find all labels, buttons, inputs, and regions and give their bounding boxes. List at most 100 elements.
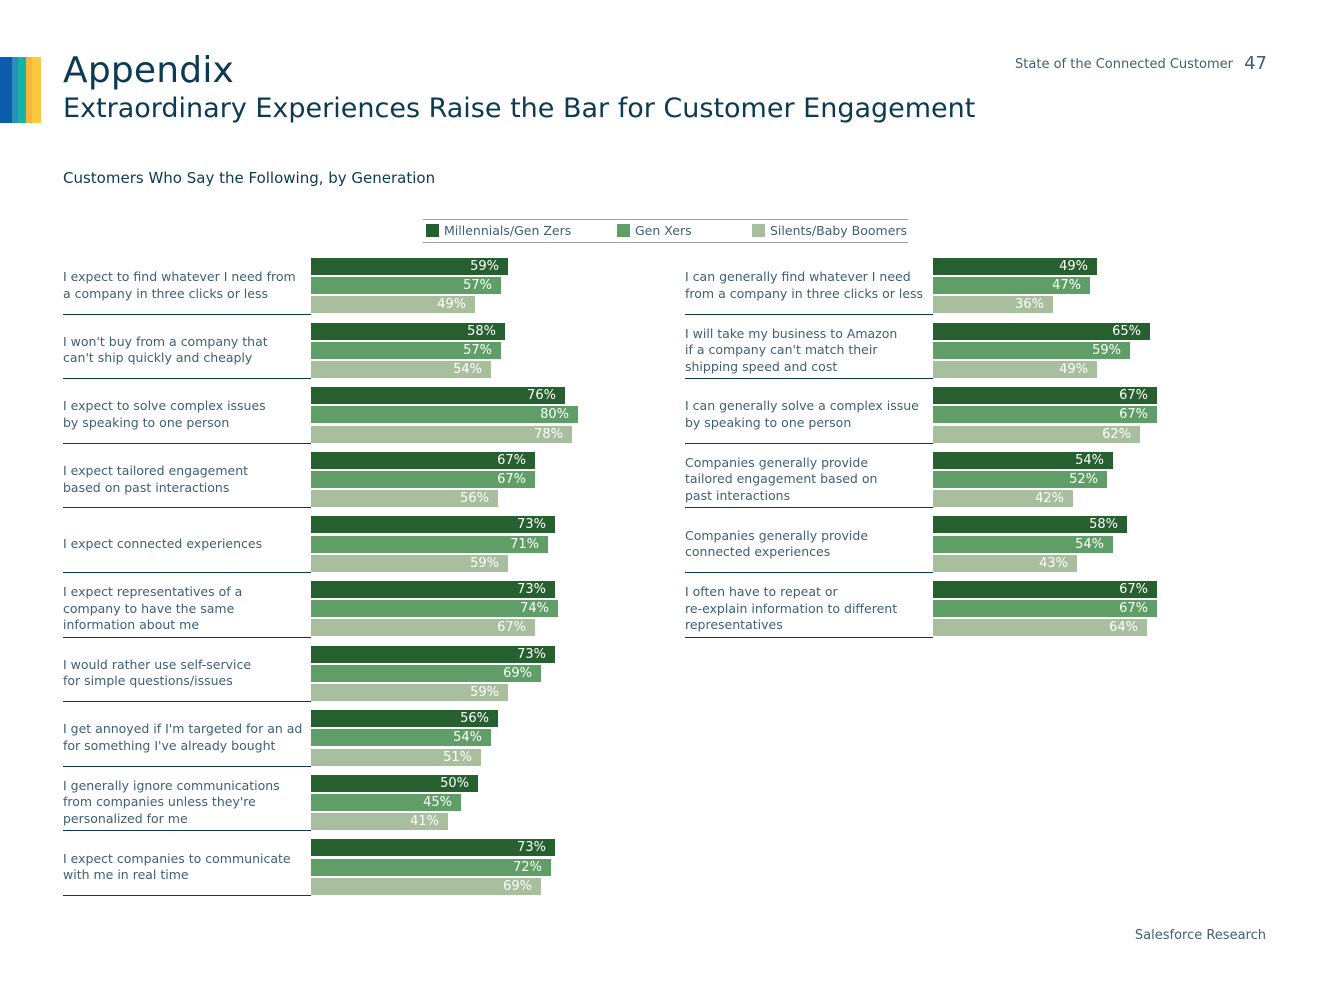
row-label-text: I will take my business to Amazon if a c… <box>685 325 898 374</box>
row-divider <box>685 442 933 444</box>
bar-millennials <box>311 323 505 340</box>
row-label-expectations-10: I expect companies to communicate with m… <box>63 839 305 895</box>
bar-millennials <box>311 516 555 533</box>
bar-silents <box>311 878 541 895</box>
row-label-text: Companies generally provide tailored eng… <box>685 454 878 503</box>
bar-value-label: 59% <box>470 556 499 571</box>
bar-millennials <box>311 452 535 469</box>
bar-value-label: 67% <box>1119 388 1148 403</box>
bar-silents <box>933 426 1140 443</box>
bar-value-label: 59% <box>470 685 499 700</box>
row-label-text: I can generally find whatever I need fro… <box>685 269 924 301</box>
bar-value-label: 73% <box>517 517 546 532</box>
bar-value-label: 71% <box>510 537 539 552</box>
row-divider <box>63 830 311 832</box>
row-label-expectations-4: I expect tailored engagement based on pa… <box>63 452 305 508</box>
bar-silents <box>311 749 481 766</box>
legend-label-genx: Gen Xers <box>635 223 692 238</box>
bar-value-label: 49% <box>1059 259 1088 274</box>
page-subtitle: Extraordinary Experiences Raise the Bar … <box>63 93 976 124</box>
legend-item-millennials: Millennials/Gen Zers <box>426 223 571 238</box>
bar-silents <box>311 296 475 313</box>
report-name: State of the Connected Customer <box>1015 57 1233 72</box>
bar-silents <box>311 361 491 378</box>
bar-millennials <box>311 387 565 404</box>
row-label-expectations-8: I get annoyed if I'm targeted for an ad … <box>63 710 305 766</box>
bar-millennials <box>311 775 478 792</box>
bar-value-label: 59% <box>470 259 499 274</box>
bar-value-label: 54% <box>453 730 482 745</box>
row-label-expectations-9: I generally ignore communications from c… <box>63 775 305 831</box>
row-label-text: I won't buy from a company that can't sh… <box>63 333 268 366</box>
bar-genx <box>311 794 461 811</box>
bar-value-label: 51% <box>443 750 472 765</box>
bar-silents <box>933 296 1053 313</box>
legend-swatch-silents <box>752 224 765 237</box>
row-label-text: I generally ignore communications from c… <box>63 777 280 826</box>
bar-value-label: 74% <box>520 601 549 616</box>
bar-silents <box>311 490 498 507</box>
bar-genx <box>311 536 548 553</box>
brand-stripe-2 <box>12 57 18 123</box>
legend-label-silents: Silents/Baby Boomers <box>770 223 908 238</box>
row-divider <box>63 765 311 767</box>
bar-value-label: 64% <box>1109 620 1138 635</box>
bar-value-label: 69% <box>503 666 532 681</box>
row-divider <box>685 507 933 509</box>
row-label-expectations-6: I expect representatives of a company to… <box>63 581 305 637</box>
row-label-text: I expect to find whatever I need from a … <box>63 269 296 301</box>
bar-value-label: 36% <box>1015 297 1044 312</box>
row-label-text: I would rather use self-service for simp… <box>63 656 252 689</box>
bar-value-label: 43% <box>1039 556 1068 571</box>
brand-stripe-1 <box>0 57 12 123</box>
bar-value-label: 49% <box>437 297 466 312</box>
bar-silents <box>311 813 448 830</box>
row-divider <box>63 701 311 703</box>
bar-value-label: 56% <box>460 491 489 506</box>
row-label-text: I expect representatives of a company to… <box>63 584 243 633</box>
bar-silents <box>311 684 508 701</box>
bar-genx <box>311 342 501 359</box>
row-label-text: I expect connected experiences <box>63 535 263 551</box>
page-title: Appendix <box>63 50 235 91</box>
bar-genx <box>933 471 1107 488</box>
row-divider <box>63 572 311 573</box>
brand-stripe-4 <box>26 57 32 123</box>
row-label-experiences-6: I often have to repeat or re-explain inf… <box>685 581 927 637</box>
bar-silents <box>933 555 1077 572</box>
bar-genx <box>311 600 558 617</box>
bar-value-label: 72% <box>513 860 542 875</box>
bar-value-label: 49% <box>1059 362 1088 377</box>
row-label-experiences-2: I will take my business to Amazon if a c… <box>685 323 927 379</box>
bar-value-label: 67% <box>1119 407 1148 422</box>
row-label-text: I expect tailored engagement based on pa… <box>63 463 249 495</box>
bar-value-label: 73% <box>517 647 546 662</box>
bar-genx <box>933 277 1090 294</box>
row-divider <box>63 507 311 509</box>
bar-value-label: 73% <box>517 582 546 597</box>
row-label-experiences-1: I can generally find whatever I need fro… <box>685 258 927 314</box>
bar-value-label: 45% <box>423 795 452 810</box>
row-divider <box>685 572 933 573</box>
brand-color-strip <box>0 57 42 123</box>
bar-genx <box>933 342 1130 359</box>
row-label-text: Companies generally provide connected ex… <box>685 527 869 560</box>
legend-swatch-millennials <box>426 224 439 237</box>
bar-value-label: 67% <box>1119 582 1148 597</box>
row-label-text: I can generally solve a complex issue by… <box>685 398 919 430</box>
row-label-text: I get annoyed if I'm targeted for an ad … <box>63 721 303 753</box>
footer-source: Salesforce Research <box>1134 928 1266 943</box>
row-divider <box>63 895 311 896</box>
bar-value-label: 47% <box>1052 278 1081 293</box>
bar-silents <box>311 426 572 443</box>
bar-value-label: 58% <box>467 324 496 339</box>
bar-value-label: 67% <box>1119 601 1148 616</box>
bar-silents <box>311 619 535 636</box>
brand-stripe-3 <box>18 57 26 123</box>
bar-value-label: 65% <box>1112 324 1141 339</box>
row-label-expectations-2: I won't buy from a company that can't sh… <box>63 323 305 379</box>
bar-genx <box>933 600 1157 617</box>
bar-genx <box>311 859 551 876</box>
row-label-experiences-5: Companies generally provide connected ex… <box>685 516 927 572</box>
bar-value-label: 57% <box>463 343 492 358</box>
